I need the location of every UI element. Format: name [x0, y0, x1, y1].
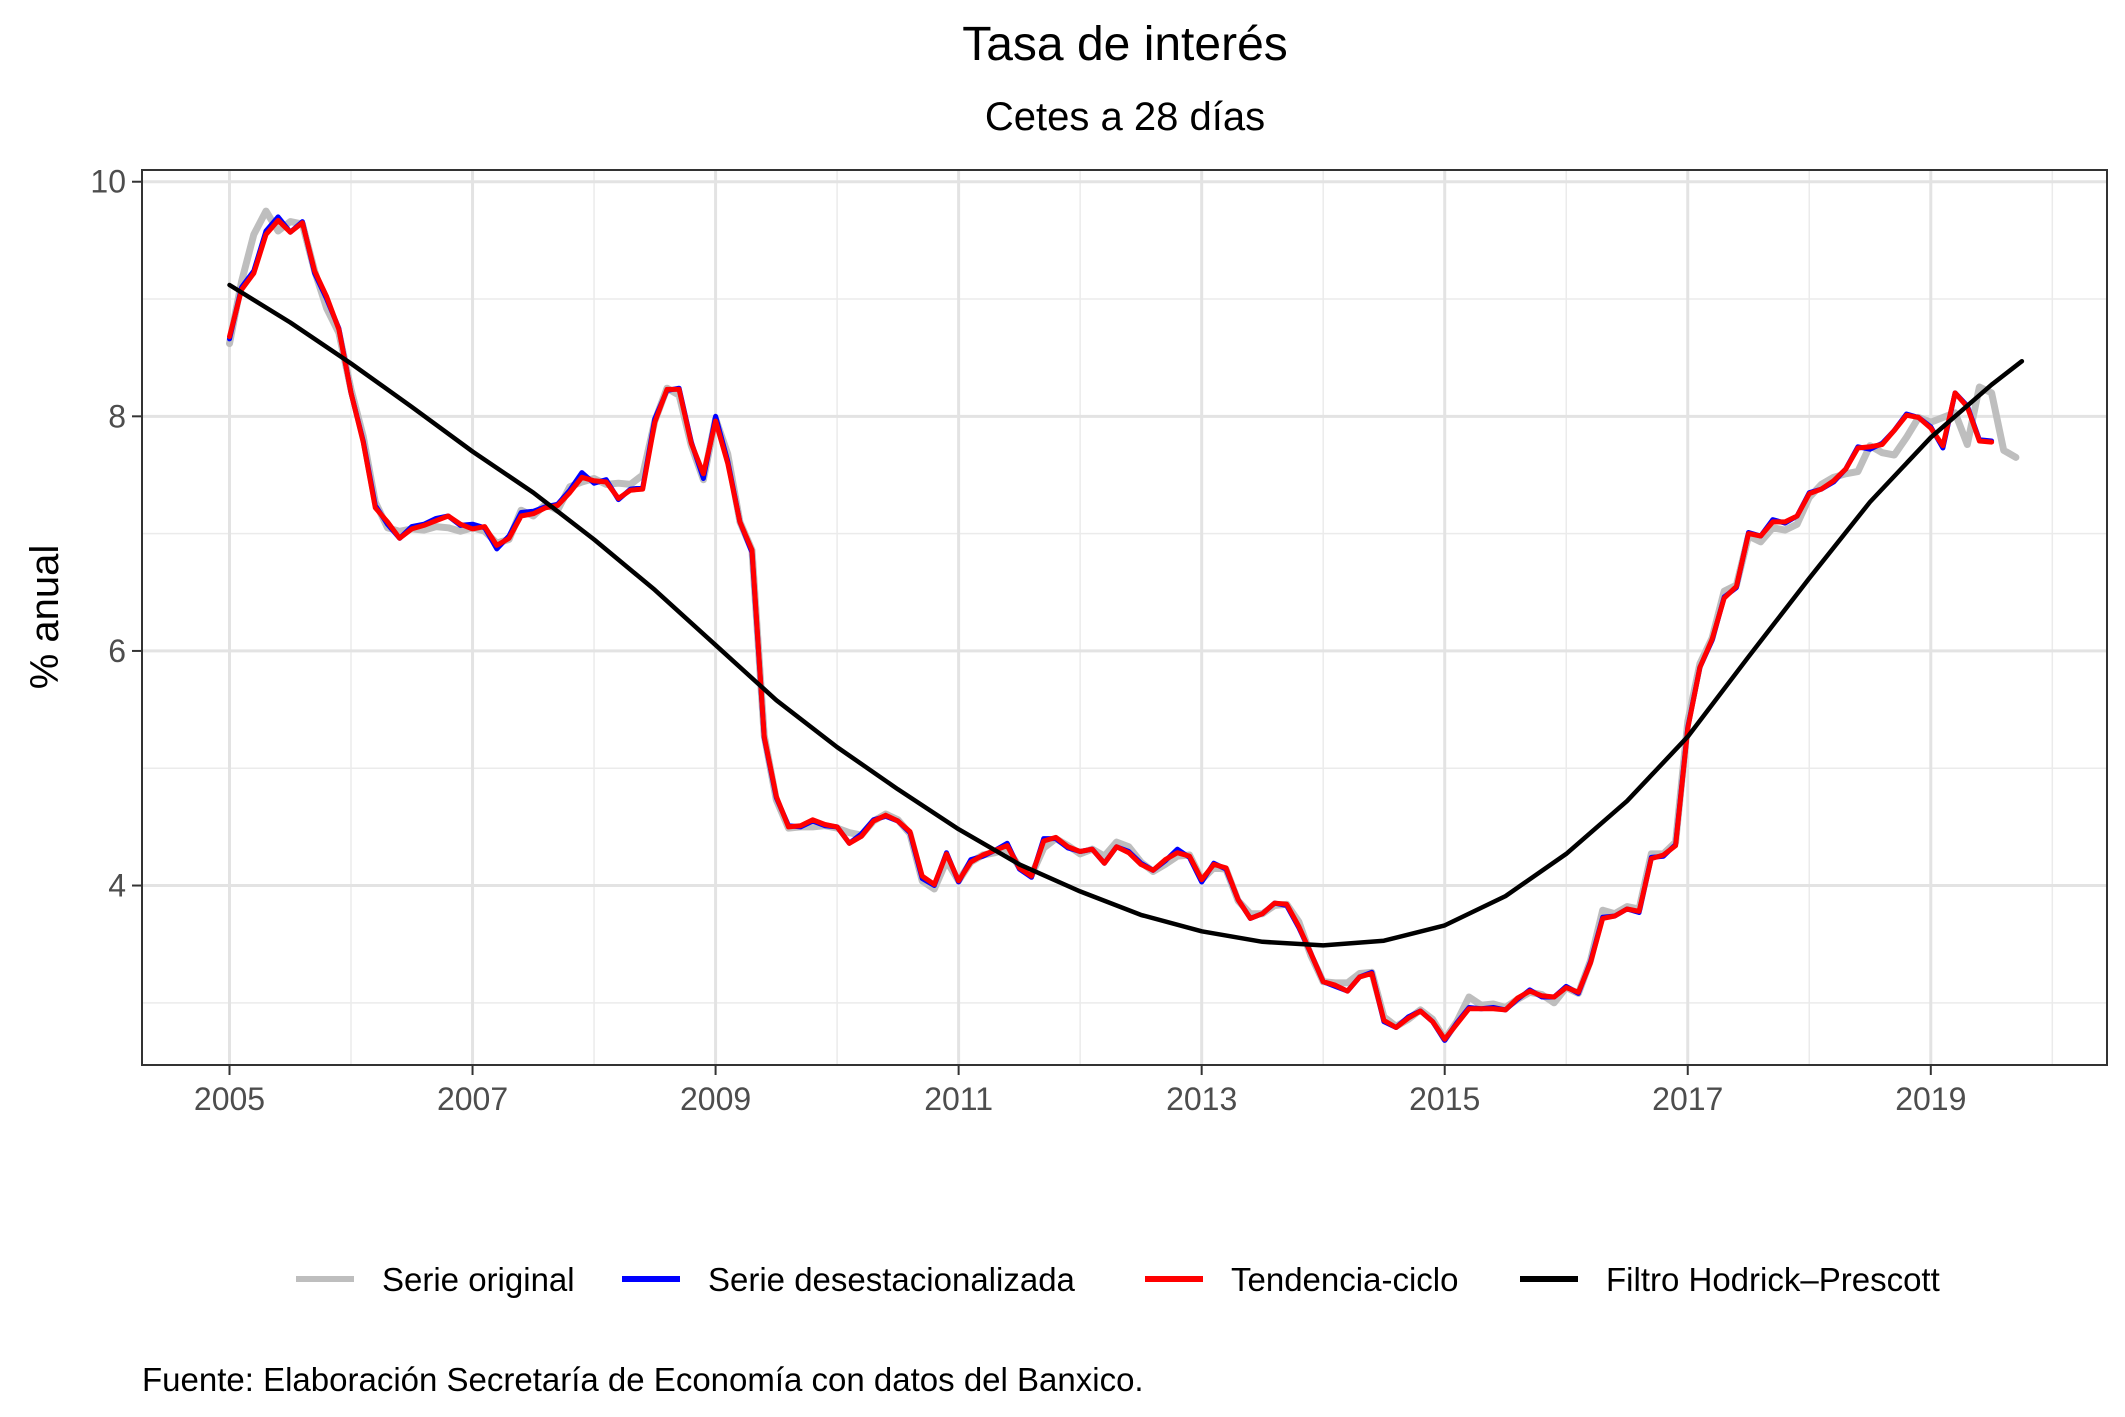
plot-area — [141, 169, 2108, 1066]
y-axis-title: % anual — [23, 545, 67, 690]
chart-title: Tasa de interés — [962, 18, 1288, 71]
x-tick-label: 2019 — [1895, 1081, 1966, 1117]
x-tick-label: 2017 — [1652, 1081, 1723, 1117]
legend-label: Tendencia-ciclo — [1231, 1261, 1458, 1298]
y-tick-label: 8 — [108, 398, 126, 434]
x-tick-label: 2013 — [1166, 1081, 1237, 1117]
legend: Serie original Serie desestacionalizada Te… — [296, 1261, 1940, 1298]
major-gridlines — [142, 170, 2107, 1065]
plot-background — [142, 170, 2107, 1065]
y-tick-label: 6 — [108, 633, 126, 669]
y-tick-label: 10 — [90, 164, 126, 200]
series-line-tendencia-ciclo — [227, 217, 1995, 1042]
legend-label: Filtro Hodrick–Prescott — [1606, 1261, 1940, 1298]
x-tick-label: 2007 — [437, 1081, 508, 1117]
x-tick-label: 2009 — [680, 1081, 751, 1117]
y-tick-label: 4 — [108, 868, 126, 904]
minor-gridlines — [142, 170, 2107, 1065]
legend-label: Serie desestacionalizada — [708, 1261, 1076, 1298]
plot-border — [141, 169, 2108, 1066]
x-tick-label: 2011 — [924, 1081, 993, 1117]
legend-label: Serie original — [382, 1261, 575, 1298]
x-tick-label: 2005 — [194, 1081, 265, 1117]
series-line-filtro-hodrick-prescott — [227, 282, 2025, 948]
chart-subtitle: Cetes a 28 días — [985, 95, 1265, 139]
y-axis: 4 6 8 10 — [90, 164, 142, 904]
x-axis: 2005 2007 2009 2011 2013 2015 2017 2019 — [194, 1065, 1966, 1117]
x-tick-label: 2015 — [1409, 1081, 1480, 1117]
chart-caption: Fuente: Elaboración Secretaría de Econom… — [142, 1361, 1144, 1398]
series-lines — [226, 207, 2025, 1043]
